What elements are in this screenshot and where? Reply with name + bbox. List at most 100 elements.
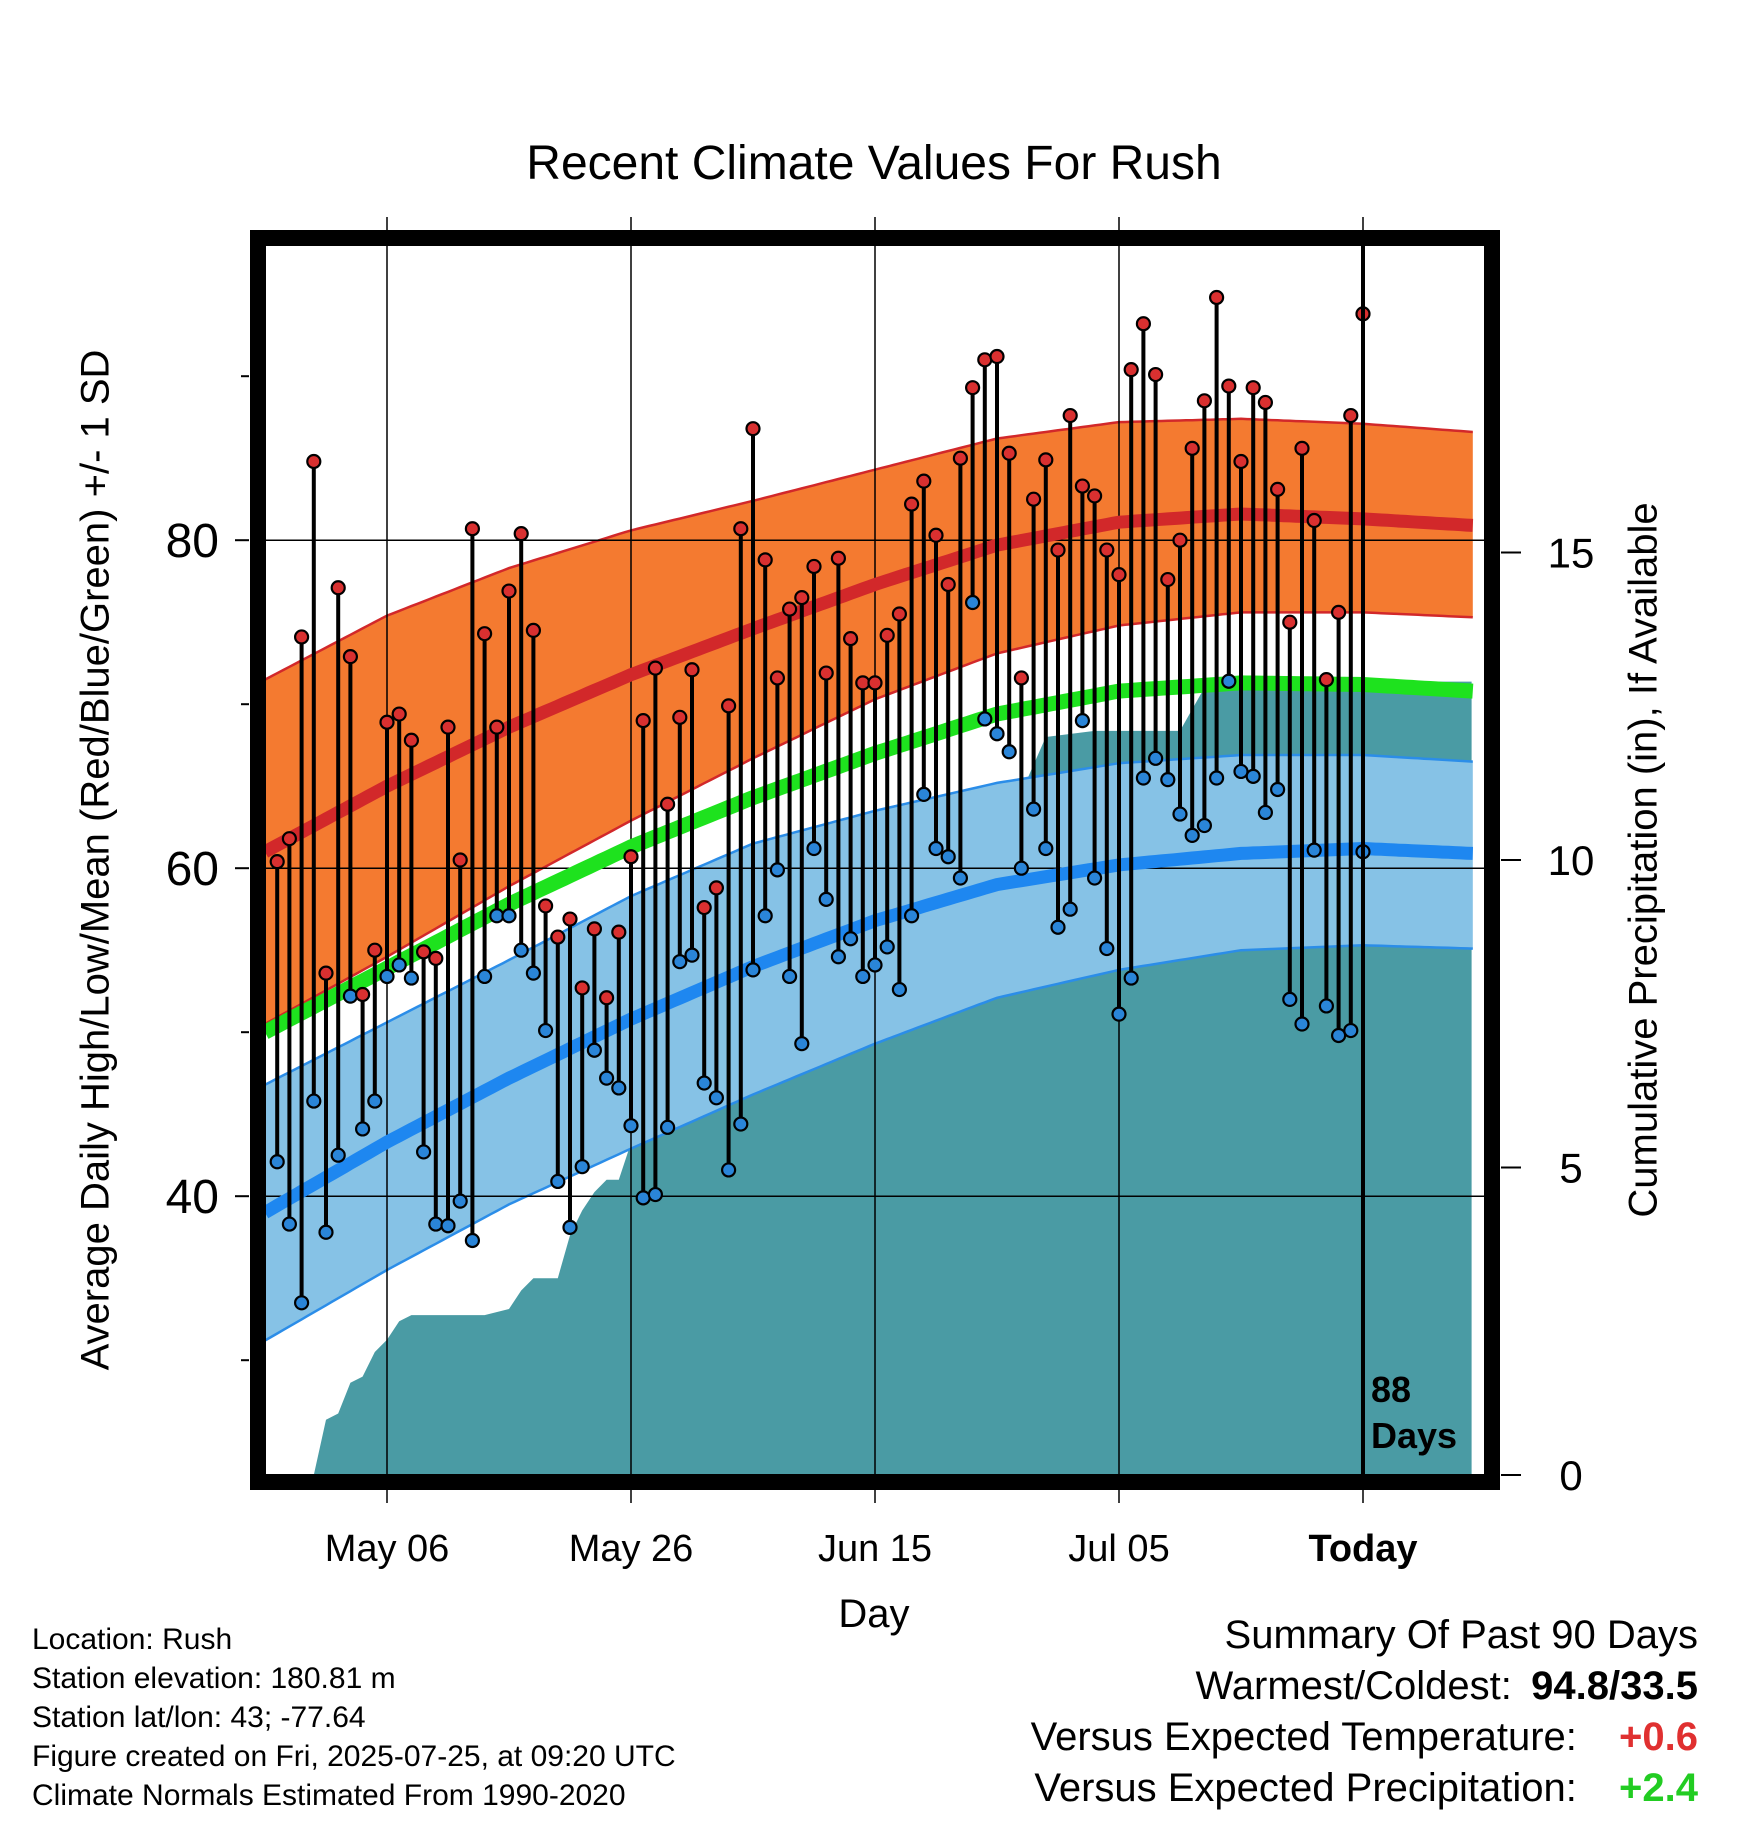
high-temp-point xyxy=(1111,567,1127,583)
high-temp-point xyxy=(1038,452,1054,468)
high-temp-point xyxy=(1257,394,1274,411)
high-temp-point xyxy=(1306,512,1322,529)
low-temp-point xyxy=(903,908,920,924)
low-temp-point xyxy=(1257,804,1274,821)
x-tick-label: May 06 xyxy=(325,1528,450,1570)
low-temp-point xyxy=(1343,1022,1359,1039)
low-temp-point xyxy=(562,1219,578,1235)
high-temp-point xyxy=(989,348,1005,365)
y-axis-right-label: Cumulative Precipitation (in), If Availa… xyxy=(1621,502,1666,1218)
high-temp-point xyxy=(416,944,432,960)
x-tick-label: Jul 05 xyxy=(1068,1528,1169,1570)
high-temp-point xyxy=(1184,440,1200,456)
low-temp-point xyxy=(855,968,871,985)
high-temp-point xyxy=(440,719,456,735)
high-temp-point xyxy=(379,714,395,730)
high-temp-point xyxy=(281,831,297,847)
high-temp-point xyxy=(830,550,847,566)
y2-tick-label: 10 xyxy=(1548,837,1595,884)
high-temp-point xyxy=(513,526,529,542)
high-temp-point xyxy=(306,453,322,470)
low-temp-point xyxy=(928,840,944,857)
low-temp-point xyxy=(269,1154,285,1170)
low-temp-point xyxy=(1135,770,1152,786)
low-temp-point xyxy=(635,1190,651,1206)
warm-cold-value: 94.8/33.5 xyxy=(1531,1664,1698,1708)
high-temp-point xyxy=(1343,407,1359,424)
low-upper-edge xyxy=(264,753,1473,1086)
low-temp-point xyxy=(403,970,419,986)
high-temp-point xyxy=(842,630,859,647)
normal-mean-line xyxy=(261,675,1474,1039)
low-temp-point xyxy=(550,1173,566,1190)
low-temp-point xyxy=(1208,770,1225,786)
y-tick-label: 60 xyxy=(166,843,219,896)
high-temp-point xyxy=(781,601,798,617)
high-temp-point xyxy=(1123,362,1139,378)
low-temp-point xyxy=(1282,991,1298,1008)
low-temp-point xyxy=(1221,673,1237,689)
high-temp-point xyxy=(367,942,383,958)
low-temp-point xyxy=(1172,806,1188,822)
low-temp-point xyxy=(1318,998,1335,1014)
high-temp-point xyxy=(769,670,786,686)
low-temp-point xyxy=(989,726,1005,742)
low-temp-point xyxy=(1233,763,1249,780)
low-temp-point xyxy=(647,1186,664,1203)
temp-row: Versus Expected Temperature: +0.6 xyxy=(1031,1712,1698,1763)
low-temp-point xyxy=(842,931,859,947)
high-temp-point xyxy=(806,558,822,575)
low-temp-point xyxy=(733,1116,749,1132)
high-temp-point xyxy=(867,675,883,691)
high-temp-point xyxy=(1086,488,1103,504)
high-temp-point xyxy=(537,898,554,914)
high-temp-point xyxy=(1294,440,1310,456)
low-temp-point xyxy=(1147,750,1164,766)
low-temp-point xyxy=(952,870,969,886)
high-temp-point xyxy=(1196,393,1213,409)
high-temp-point xyxy=(928,527,944,543)
low-temp-point xyxy=(537,1022,554,1039)
high-temp-point xyxy=(903,496,920,512)
y2-tick-label: 15 xyxy=(1548,530,1595,577)
high-temp-point xyxy=(1001,445,1017,461)
high-temp-sd-band xyxy=(265,418,1473,1024)
high-temp-point xyxy=(757,552,773,568)
low-temp-point xyxy=(916,786,932,803)
high-temp-point xyxy=(879,627,895,643)
high-temp-point xyxy=(952,450,969,466)
low-temp-point xyxy=(440,1218,456,1234)
low-temp-point xyxy=(964,594,981,611)
high-temp-point xyxy=(855,675,871,691)
low-temp-point xyxy=(720,1162,737,1178)
low-temp-point xyxy=(830,949,847,965)
low-temp-point xyxy=(611,1080,627,1096)
temp-label: Versus Expected Temperature: xyxy=(1030,1715,1577,1759)
high-temp-point xyxy=(1099,542,1115,558)
low-temp-point xyxy=(281,1216,297,1232)
low-temp-point xyxy=(757,908,773,924)
low-temp-point xyxy=(379,968,395,985)
elevation-text: Station elevation: 180.81 m xyxy=(32,1662,396,1695)
high-temp-point xyxy=(733,521,749,537)
high-temp-point xyxy=(294,629,310,645)
low-temp-point xyxy=(1099,940,1115,957)
low-temp-point xyxy=(891,981,908,998)
low-temp-point xyxy=(1050,919,1066,935)
high-temp-point xyxy=(1062,407,1078,424)
high-temp-point xyxy=(1160,571,1176,588)
low-temp-point xyxy=(1038,840,1054,857)
high-temp-point xyxy=(562,911,578,927)
y2-tick-label: 5 xyxy=(1559,1145,1582,1192)
low-temp-sd-band xyxy=(265,755,1473,1341)
low-temp-point xyxy=(696,1075,712,1091)
high-temp-point xyxy=(1135,316,1152,332)
low-temp-point xyxy=(294,1295,310,1311)
high-temp-point xyxy=(916,473,932,489)
low-temp-point xyxy=(867,957,883,973)
low-temp-point xyxy=(367,1093,383,1109)
high-temp-point xyxy=(1330,604,1347,620)
high-temp-point xyxy=(635,712,651,729)
low-temp-point xyxy=(416,1144,432,1160)
